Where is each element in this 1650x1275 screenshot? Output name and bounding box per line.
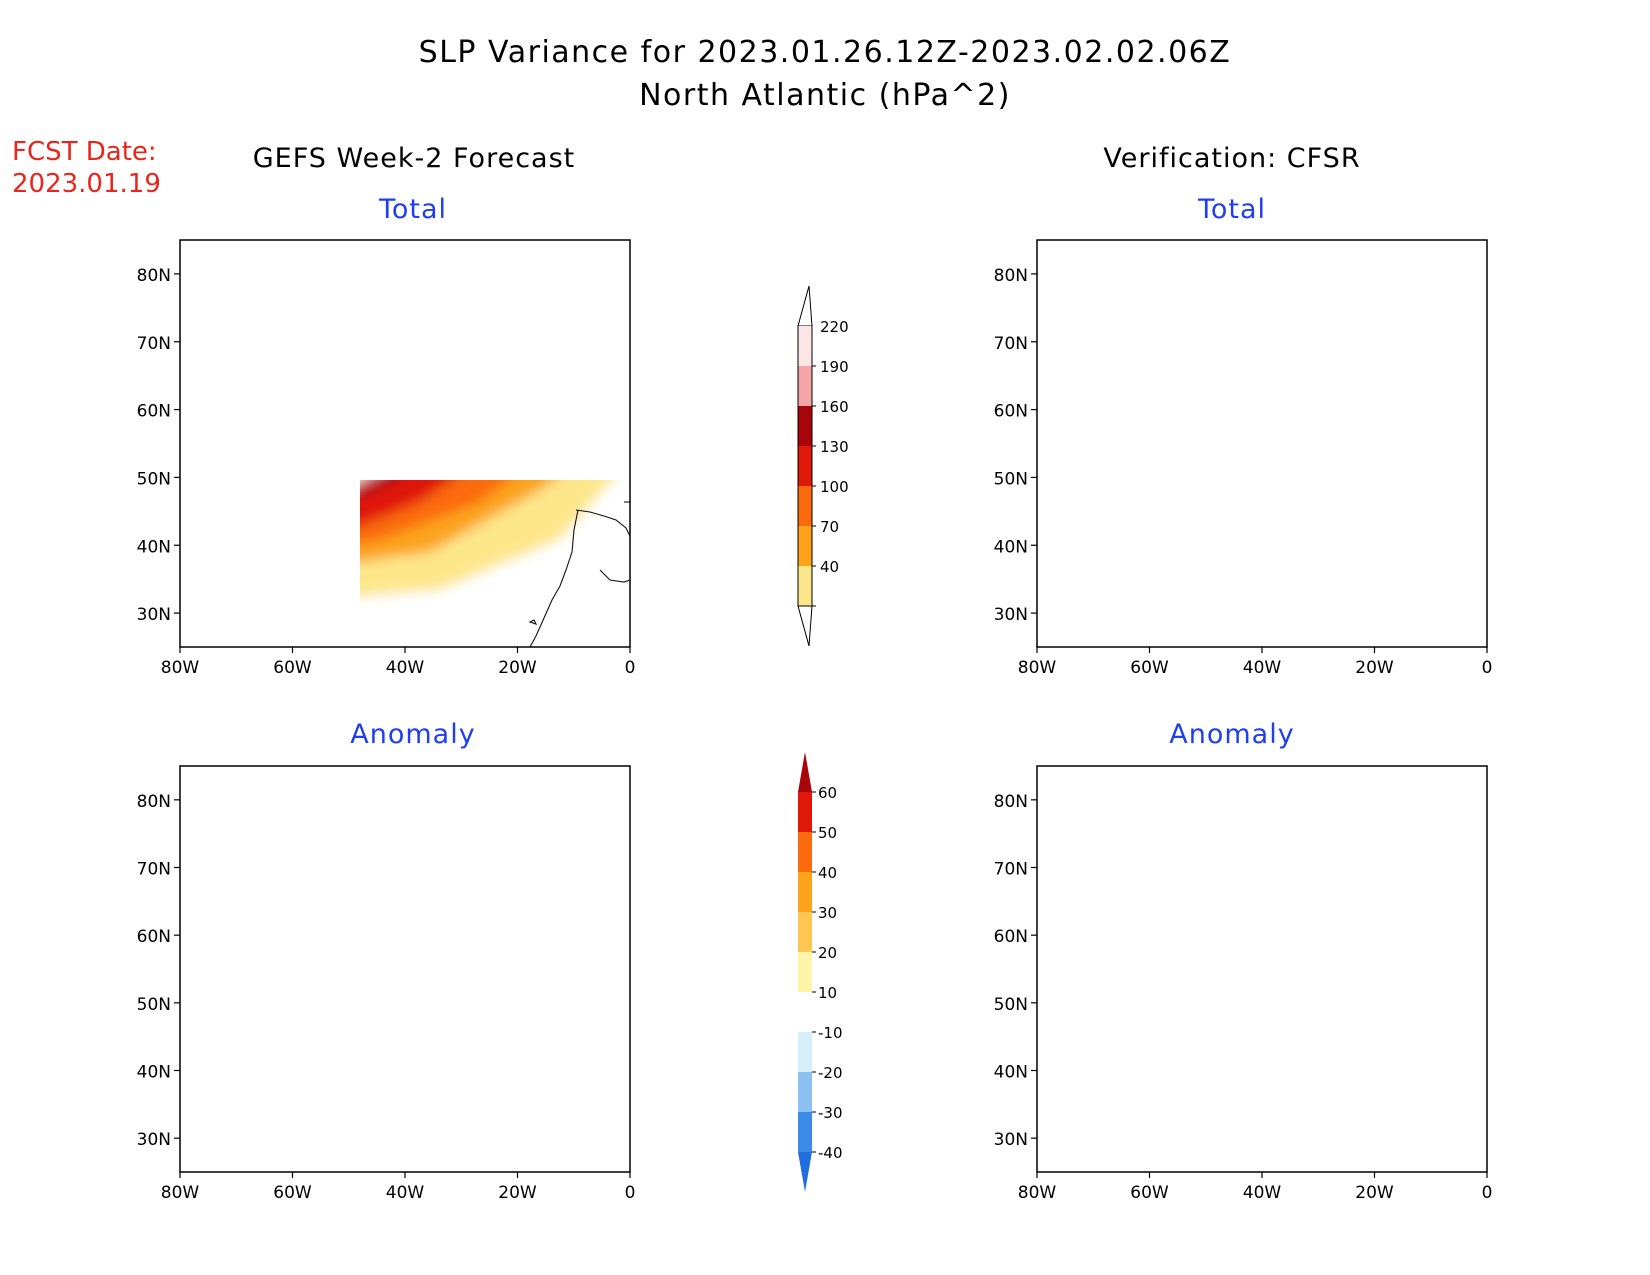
- lon-tick-label: 60W: [1130, 658, 1169, 678]
- lon-tick-label: 20W: [498, 1183, 537, 1203]
- lat-tick-label: 80N: [137, 266, 171, 286]
- colorbar-anomaly-swatch: [798, 872, 812, 912]
- lat-tick-label: 70N: [137, 860, 171, 880]
- colorbar-anomaly-swatch: [798, 1112, 812, 1152]
- colorbar-total-label: 100: [820, 478, 849, 496]
- colorbar-anomaly-label: -20: [818, 1064, 843, 1082]
- colorbar-total-swatch: [798, 406, 812, 446]
- panel-subtitle-cfsr-total: Total: [1197, 194, 1266, 225]
- colorbar-anomaly: -40 -30 -20 -10 10 20 30 40 50 60: [798, 752, 843, 1192]
- colorbar-total-swatch: [798, 326, 812, 366]
- lat-tick-label: 60N: [994, 402, 1028, 422]
- colorbar-total-label: 70: [820, 518, 839, 536]
- lon-tick-label: 60W: [273, 1183, 312, 1203]
- colorbar-total-swatch: [798, 486, 812, 526]
- colorbar-anomaly-label: 50: [818, 824, 837, 842]
- lat-tick-label: 50N: [137, 469, 171, 489]
- lon-tick-label: 40W: [386, 1183, 425, 1203]
- colorbar-anomaly-label: 60: [818, 784, 837, 802]
- left-column-title: GEFS Week-2 Forecast: [253, 143, 575, 174]
- map-panel-gefs-anomaly: [179, 765, 631, 1173]
- colorbar-anomaly-swatch: [798, 1072, 812, 1112]
- lon-tick-label: 80W: [1018, 1183, 1057, 1203]
- colorbar-total-label: 130: [820, 438, 849, 456]
- map-panel-cfsr-anomaly: [1036, 765, 1488, 1173]
- panel-subtitle-cfsr-anomaly: Anomaly: [1169, 719, 1294, 750]
- lat-tick-label: 40N: [994, 537, 1028, 557]
- lat-tick-label: 60N: [137, 927, 171, 947]
- lat-tick-label: 40N: [137, 537, 171, 557]
- colorbar-total: 40 70 100 130 160 190 220: [797, 285, 849, 647]
- colorbar-total-swatch: [798, 566, 812, 606]
- colorbar-total-top-arrow: [797, 285, 813, 327]
- figure-title: SLP Variance for 2023.01.26.12Z-2023.02.…: [419, 35, 1232, 70]
- lon-tick-label: 0: [625, 1183, 636, 1203]
- colorbar-total-swatch: [798, 446, 812, 486]
- lon-tick-label: 0: [1482, 1183, 1493, 1203]
- lon-tick-label: 80W: [1018, 658, 1057, 678]
- lat-tick-label: 50N: [994, 469, 1028, 489]
- lat-tick-label: 70N: [994, 860, 1028, 880]
- lon-tick-label: 20W: [1355, 1183, 1394, 1203]
- lat-tick-label: 30N: [994, 1130, 1028, 1150]
- colorbar-total-label: 220: [820, 318, 849, 336]
- colorbar-anomaly-bottom-arrow: [798, 1152, 812, 1192]
- colorbar-anomaly-swatch: [798, 792, 812, 832]
- colorbar-total-label: 190: [820, 358, 849, 376]
- lat-tick-label: 70N: [137, 334, 171, 354]
- colorbar-anomaly-swatch: [798, 832, 812, 872]
- colorbar-anomaly-top-arrow: [798, 752, 812, 792]
- colorbar-total-label: 160: [820, 398, 849, 416]
- colorbar-anomaly-label: 30: [818, 904, 837, 922]
- colorbar-anomaly-swatch: [798, 952, 812, 992]
- lon-tick-label: 80W: [161, 1183, 200, 1203]
- lat-tick-label: 80N: [137, 792, 171, 812]
- lat-tick-label: 60N: [137, 402, 171, 422]
- lon-tick-label: 40W: [1243, 658, 1282, 678]
- lat-tick-label: 80N: [994, 266, 1028, 286]
- lon-tick-label: 0: [625, 658, 636, 678]
- lat-tick-label: 50N: [994, 995, 1028, 1015]
- colorbar-total-swatch: [798, 526, 812, 566]
- lat-tick-label: 70N: [994, 334, 1028, 354]
- colorbar-total-label: 40: [820, 558, 839, 576]
- lat-tick-label: 30N: [137, 1130, 171, 1150]
- colorbar-anomaly-label: 10: [818, 984, 837, 1002]
- lon-tick-label: 40W: [1243, 1183, 1282, 1203]
- colorbar-anomaly-label: 20: [818, 944, 837, 962]
- lon-tick-label: 40W: [386, 658, 425, 678]
- axes-layer: 30N 40N 50N 60N 70N 80N 80W 60W 40W 20W 0 30N 40N 50N…: [137, 266, 1493, 1203]
- lat-tick-label: 50N: [137, 995, 171, 1015]
- lon-tick-label: 20W: [498, 658, 537, 678]
- colorbar-anomaly-swatch: [798, 912, 812, 952]
- figure-subtitle: North Atlantic (hPa^2): [639, 78, 1011, 113]
- lat-tick-label: 40N: [994, 1063, 1028, 1083]
- colorbar-anomaly-swatch: [798, 992, 812, 1032]
- lon-tick-label: 20W: [1355, 658, 1394, 678]
- lon-tick-label: 0: [1482, 658, 1493, 678]
- lat-tick-label: 80N: [994, 792, 1028, 812]
- lat-tick-label: 40N: [137, 1063, 171, 1083]
- fcst-date-value: 2023.01.19: [12, 169, 161, 199]
- lon-tick-label: 80W: [161, 658, 200, 678]
- fcst-date-label: FCST Date:: [12, 137, 157, 167]
- lat-tick-label: 30N: [137, 605, 171, 625]
- colorbar-anomaly-label: -30: [818, 1104, 843, 1122]
- map-panel-gefs-total: [179, 239, 631, 648]
- panel-subtitle-gefs-anomaly: Anomaly: [350, 719, 475, 750]
- colorbar-anomaly-label: -10: [818, 1024, 843, 1042]
- map-panel-cfsr-total: [1036, 239, 1488, 648]
- lon-tick-label: 60W: [1130, 1183, 1169, 1203]
- colorbar-total-bottom-arrow: [797, 605, 813, 647]
- lat-tick-label: 60N: [994, 927, 1028, 947]
- lat-tick-label: 30N: [994, 605, 1028, 625]
- colorbar-anomaly-swatch: [798, 1032, 812, 1072]
- colorbar-anomaly-label: 40: [818, 864, 837, 882]
- colorbar-total-swatch: [798, 366, 812, 406]
- right-column-title: Verification: CFSR: [1103, 143, 1360, 174]
- lon-tick-label: 60W: [273, 658, 312, 678]
- colorbar-anomaly-label: -40: [818, 1144, 843, 1162]
- panel-subtitle-gefs-total: Total: [378, 194, 447, 225]
